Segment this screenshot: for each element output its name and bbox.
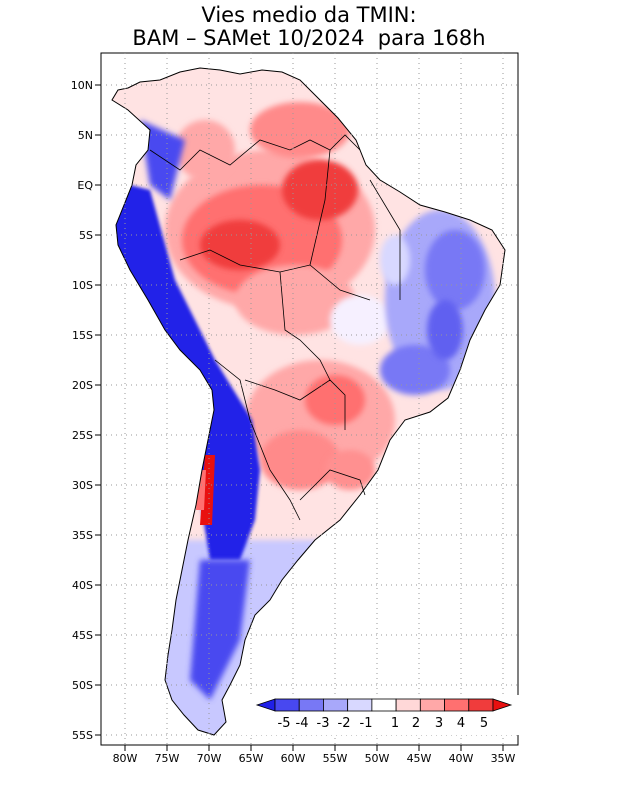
lat-label: 30S (72, 479, 93, 492)
lat-label: 45S (72, 629, 93, 642)
colorbar: -5 -4 -3 -2 -1 1 2 3 4 5 (238, 695, 522, 735)
lon-label: 65W (239, 752, 264, 765)
lat-label: 25S (72, 429, 93, 442)
lat-label: 20S (72, 379, 93, 392)
colorbar-label: -3 (317, 716, 330, 731)
colorbar-label: -1 (360, 716, 373, 731)
colorbar-label: 1 (391, 716, 399, 731)
amazon-warm-bias (165, 102, 375, 335)
colorbar-swatch (298, 698, 324, 712)
lat-label: 50S (72, 679, 93, 692)
colorbar-swatch (347, 698, 373, 712)
lat-label: 10N (71, 79, 93, 92)
colorbar-swatch (371, 698, 397, 712)
lat-label: EQ (77, 179, 93, 192)
lon-label: 70W (197, 752, 222, 765)
lon-label: 50W (365, 752, 390, 765)
lat-label: 5N (78, 129, 93, 142)
lat-label: 55S (72, 729, 93, 742)
colorbar-label: 4 (457, 716, 465, 731)
colorbar-label: 3 (435, 716, 443, 731)
lat-label: 35S (72, 529, 93, 542)
lat-label: 10S (72, 279, 93, 292)
lat-tick-marks (95, 84, 101, 736)
colorbar-swatch (444, 698, 470, 712)
colorbar-label: -5 (278, 716, 291, 731)
colorbar-swatch (492, 698, 513, 712)
lat-label: 40S (72, 579, 93, 592)
lon-label: 40W (449, 752, 474, 765)
graticule (101, 53, 518, 745)
southern-brazil-warm-bias (245, 360, 395, 490)
colorbar-label: -2 (338, 716, 351, 731)
lon-label: 35W (491, 752, 516, 765)
colorbar-swatches (255, 698, 513, 712)
lon-label: 60W (281, 752, 306, 765)
colorbar-swatch (395, 698, 421, 712)
colorbar-label: -4 (296, 716, 309, 731)
lon-tick-marks (124, 745, 504, 751)
colorbar-swatch (323, 698, 349, 712)
colorbar-swatch (274, 698, 300, 712)
political-borders (149, 134, 401, 521)
colorbar-swatch (419, 698, 445, 712)
lon-label: 75W (155, 752, 180, 765)
colorbar-swatch (468, 698, 494, 712)
lon-label: 80W (113, 752, 138, 765)
lat-label: 15S (72, 329, 93, 342)
northeast-brazil-cold-bias (380, 210, 495, 395)
lon-label: 55W (323, 752, 348, 765)
map-title-line-1: Vies medio da TMIN: (201, 3, 417, 27)
map-title-line-2: BAM – SAMet 10/2024 para 168h (132, 26, 486, 50)
colorbar-label: 2 (412, 716, 420, 731)
lon-label: 45W (407, 752, 432, 765)
lat-label: 5S (79, 229, 93, 242)
colorbar-label: 5 (480, 716, 488, 731)
